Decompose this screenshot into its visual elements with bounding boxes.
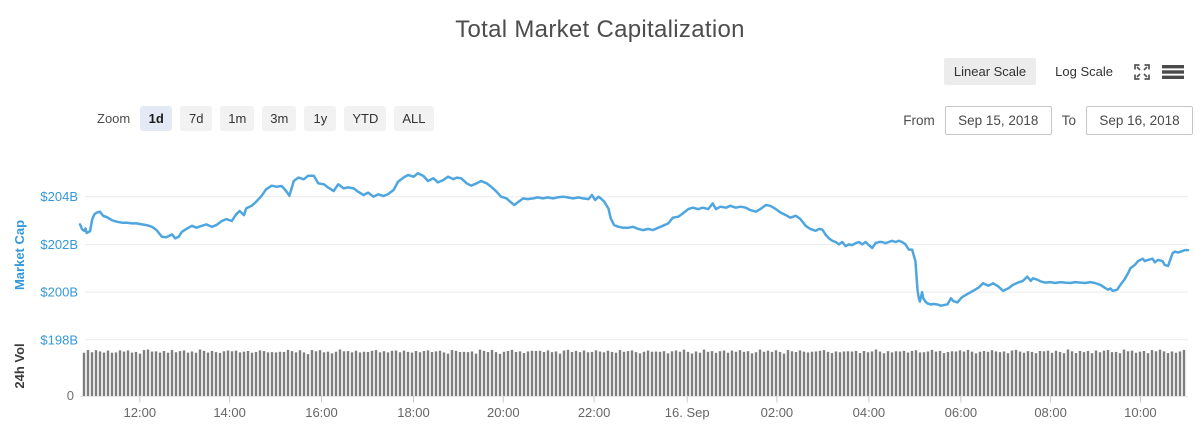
range-button-3m[interactable]: 3m [262,106,297,131]
svg-text:08:00: 08:00 [1034,405,1067,420]
svg-text:16:00: 16:00 [305,405,338,420]
svg-text:02:00: 02:00 [761,405,794,420]
range-button-all[interactable]: ALL [394,106,434,131]
range-button-1m[interactable]: 1m [220,106,255,131]
from-date-input[interactable] [944,106,1052,135]
zoom-label: Zoom [97,111,131,126]
range-button-7d[interactable]: 7d [180,106,213,131]
fullscreen-icon[interactable] [1132,62,1152,82]
to-date-input[interactable] [1086,106,1193,135]
scale-toggle: Linear Scale Log Scale [943,58,1185,85]
range-button-1d[interactable]: 1d [140,106,173,131]
svg-text:$204B: $204B [40,189,78,204]
svg-text:0: 0 [67,388,74,403]
chart-controls: Zoom 1d 7d 1m 3m 1y YTD ALL From To [0,106,1200,135]
svg-text:16. Sep: 16. Sep [665,405,710,420]
svg-text:20:00: 20:00 [487,405,520,420]
from-label: From [903,113,935,128]
svg-text:$198B: $198B [40,332,78,347]
range-button-ytd[interactable]: YTD [344,106,387,131]
svg-text:04:00: 04:00 [853,405,886,420]
chart-plot-area[interactable]: $204B $202B $200B $198B Market Cap 24h Vol 0 12… [0,140,1200,441]
menu-icon[interactable] [1161,63,1185,81]
svg-text:10:00: 10:00 [1124,405,1157,420]
range-button-1y[interactable]: 1y [304,106,337,131]
svg-text:$202B: $202B [40,237,78,252]
svg-text:18:00: 18:00 [397,405,430,420]
page-title: Total Market Capitalization [455,16,745,43]
range-selector: Zoom 1d 7d 1m 3m 1y YTD ALL [97,106,434,131]
svg-text:Market Cap: Market Cap [12,220,27,290]
to-label: To [1061,113,1076,128]
chart-canvas: $204B $202B $200B $198B Market Cap 24h Vol 0 12… [12,172,1190,420]
svg-text:$200B: $200B [40,285,78,300]
svg-text:22:00: 22:00 [578,405,611,420]
log-scale-button[interactable]: Log Scale [1055,64,1113,79]
svg-text:06:00: 06:00 [945,405,978,420]
linear-scale-button[interactable]: Linear Scale [943,58,1037,85]
svg-text:12:00: 12:00 [124,405,157,420]
date-range-selector: From To [903,106,1193,135]
svg-text:14:00: 14:00 [213,405,246,420]
svg-text:24h Vol: 24h Vol [12,343,27,388]
